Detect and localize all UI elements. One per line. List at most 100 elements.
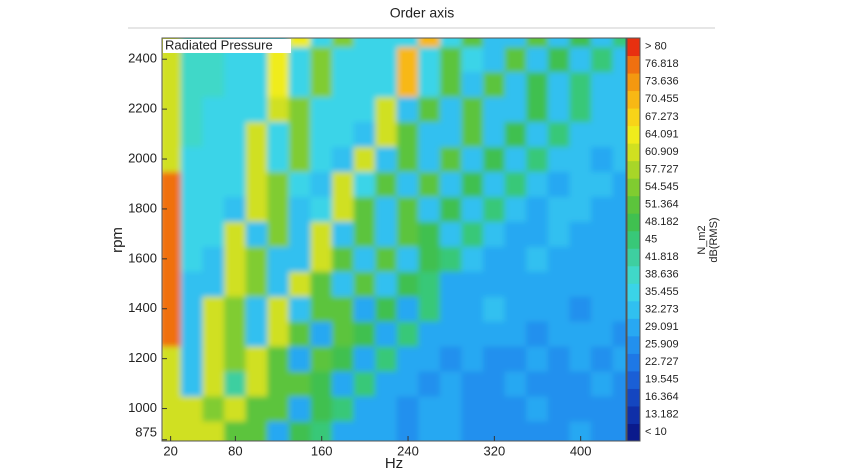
- heatmap-cell: [310, 395, 333, 422]
- heatmap-cell: [547, 420, 571, 441]
- heatmap-cell: [353, 171, 377, 197]
- heatmap-cell: [224, 245, 247, 272]
- heatmap-cell: [353, 146, 377, 173]
- heatmap-cell: [375, 345, 398, 372]
- heatmap-cell: [375, 71, 398, 98]
- heatmap-cell: [180, 270, 204, 297]
- heatmap-cell: [224, 96, 247, 123]
- heatmap-cell: [245, 121, 269, 148]
- heatmap-cell: [418, 171, 441, 197]
- heatmap-cell: [162, 370, 182, 397]
- heatmap-cell: [590, 345, 614, 372]
- heatmap-cell: [612, 370, 626, 397]
- heatmap-cell: [590, 146, 614, 173]
- colorbar-label: 54.545: [645, 181, 679, 193]
- heatmap-cell: [245, 195, 269, 222]
- colorbar-label: 29.091: [645, 321, 679, 333]
- heatmap-cell: [396, 171, 420, 197]
- heatmap-cell: [288, 220, 312, 247]
- heatmap-cell: [180, 395, 204, 422]
- heatmap-cell: [590, 245, 614, 272]
- heatmap-cell: [331, 295, 355, 322]
- heatmap-cell: [547, 295, 571, 322]
- heatmap-cell: [202, 345, 226, 372]
- heatmap-cell: [396, 96, 420, 123]
- colorbar-label: 60.909: [645, 146, 679, 158]
- heatmap-cell: [504, 96, 528, 123]
- x-tick-label: 160: [311, 443, 333, 458]
- heatmap-cell: [569, 171, 592, 197]
- heatmap-cell: [162, 71, 182, 98]
- heatmap-cell: [180, 171, 204, 197]
- colorbar-label: 51.364: [645, 198, 679, 210]
- heatmap-cell: [612, 320, 626, 347]
- heatmap-cell: [504, 370, 528, 397]
- colorbar-band: [627, 125, 640, 144]
- heatmap-cell: [483, 195, 506, 222]
- heatmap-cell: [612, 46, 626, 73]
- heatmap-cell: [162, 320, 182, 347]
- colorbar-band: [627, 38, 640, 57]
- heatmap-cell: [526, 345, 549, 372]
- heatmap-cell: [396, 245, 420, 272]
- heatmap-cell: [461, 121, 485, 148]
- heatmap-cell: [526, 420, 549, 441]
- heatmap-cell: [418, 121, 441, 148]
- heatmap-cell: [418, 295, 441, 322]
- heatmap-cell: [353, 46, 377, 73]
- heatmap-cell: [202, 270, 226, 297]
- heatmap-cell: [162, 171, 182, 197]
- colorbar-band: [627, 405, 640, 424]
- colorbar-band: [627, 353, 640, 372]
- colorbar-label: < 10: [645, 426, 667, 438]
- heatmap-cell: [375, 395, 398, 422]
- heatmap-cell: [267, 96, 290, 123]
- heatmap-cell: [612, 270, 626, 297]
- heatmap-cell: [504, 46, 528, 73]
- heatmap-cell: [569, 295, 592, 322]
- heatmap-cell: [162, 270, 182, 297]
- heatmap-cell: [267, 395, 290, 422]
- heatmap-cell: [224, 320, 247, 347]
- heatmap-cell: [202, 420, 226, 441]
- heatmap-cell: [418, 245, 441, 272]
- heatmap-cell: [310, 38, 333, 48]
- heatmap-cell: [590, 96, 614, 123]
- heatmap-cell: [418, 370, 441, 397]
- heatmap-cell: [569, 38, 592, 48]
- heatmap-cell: [504, 171, 528, 197]
- heatmap-cell: [180, 295, 204, 322]
- heatmap-cell: [288, 420, 312, 441]
- heatmap-cell: [353, 395, 377, 422]
- heatmap-cell: [590, 420, 614, 441]
- heatmap-cell: [418, 146, 441, 173]
- colorbar-label: 13.182: [645, 409, 679, 421]
- colorbar-band: [627, 55, 640, 74]
- heatmap-cell: [547, 245, 571, 272]
- heatmap-cell: [202, 370, 226, 397]
- heatmap-cell: [439, 345, 463, 372]
- heatmap-cell: [202, 121, 226, 148]
- heatmap-cell: [310, 420, 333, 441]
- y-tick-label: 1200: [128, 350, 157, 365]
- heatmap-cell: [310, 146, 333, 173]
- heatmap-cell: [353, 96, 377, 123]
- heatmap-cell: [461, 370, 485, 397]
- colorbar-band: [627, 108, 640, 127]
- chart-title: Order axis: [390, 5, 455, 21]
- heatmap-cell: [439, 146, 463, 173]
- heatmap-cell: [439, 245, 463, 272]
- colorbar-label: 19.545: [645, 374, 679, 386]
- heatmap-cell: [245, 320, 269, 347]
- x-tick-label: 80: [228, 443, 242, 458]
- heatmap-cell: [224, 270, 247, 297]
- heatmap-cell: [526, 121, 549, 148]
- heatmap-cell: [547, 195, 571, 222]
- heatmap-cell: [353, 420, 377, 441]
- heatmap-cell: [612, 171, 626, 197]
- heatmap-cell: [396, 395, 420, 422]
- heatmap-cell: [180, 220, 204, 247]
- heatmap-cell: [439, 420, 463, 441]
- y-tick-label: 1400: [128, 300, 157, 315]
- heatmap-cell: [310, 220, 333, 247]
